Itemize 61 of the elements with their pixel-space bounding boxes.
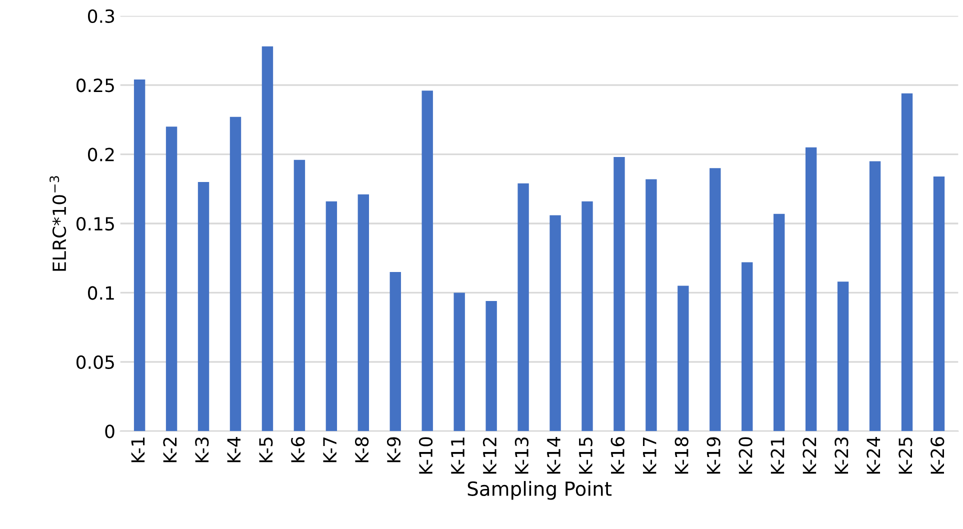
x-tick-label: K-18 <box>674 437 688 474</box>
bar <box>134 80 146 432</box>
bar <box>774 214 785 432</box>
bar <box>198 182 210 432</box>
y-tick-label: 0.1 <box>88 286 114 300</box>
x-tick-label: K-7 <box>323 438 336 462</box>
y-tick-label: 0.3 <box>88 9 114 23</box>
bar <box>710 168 721 432</box>
bar <box>614 157 625 432</box>
x-tick-label: K-5 <box>259 438 273 462</box>
x-tick-label: K-11 <box>451 438 464 474</box>
x-tick-label: K-21 <box>770 438 784 474</box>
x-tick-label: K-4 <box>227 437 240 462</box>
bar <box>901 93 913 432</box>
bar <box>646 179 657 432</box>
bar <box>518 183 529 432</box>
bar <box>166 126 178 432</box>
y-tick-label: 0.2 <box>88 148 114 162</box>
x-tick-label: K-6 <box>291 437 305 462</box>
y-axis-title: ELRC*10$^{−3}$ <box>50 176 66 271</box>
y-tick-label: 0.05 <box>76 355 114 370</box>
x-tick-label: K-3 <box>195 437 209 462</box>
x-tick-label: K-9 <box>386 437 401 462</box>
x-tick-label: K-14 <box>547 437 560 474</box>
bar <box>678 286 689 432</box>
x-tick-label: K-13 <box>514 437 529 474</box>
x-tick-label: K-20 <box>738 437 752 474</box>
bar <box>230 116 242 432</box>
bar <box>390 272 401 432</box>
bar <box>742 262 753 432</box>
x-tick-label: K-1 <box>131 438 145 462</box>
bar <box>294 160 306 432</box>
bar <box>262 46 274 432</box>
x-tick-label: K-25 <box>898 438 912 474</box>
x-tick-label: K-23 <box>834 437 848 474</box>
y-tick-label: 0 <box>105 424 114 438</box>
x-tick-label: K-24 <box>866 437 880 474</box>
x-tick-label: K-19 <box>706 437 720 474</box>
bar <box>358 194 369 432</box>
bar <box>933 176 945 432</box>
bar <box>550 215 561 432</box>
x-tick-label: K-12 <box>482 438 496 474</box>
x-tick-label: K-16 <box>610 437 624 474</box>
x-tick-label: K-26 <box>930 437 944 474</box>
x-tick-label: K-8 <box>354 437 369 462</box>
x-tick-label: K-10 <box>418 437 433 474</box>
x-tick-label: K-15 <box>579 438 592 474</box>
bar <box>422 90 433 432</box>
bar <box>869 161 881 432</box>
y-tick-label: 0.15 <box>76 216 114 231</box>
x-tick-label: K-17 <box>643 438 656 474</box>
x-tick-label: K-22 <box>802 438 816 474</box>
bar <box>486 301 497 432</box>
bar <box>582 201 593 432</box>
x-tick-label: K-2 <box>163 438 177 462</box>
bar <box>454 292 465 432</box>
bar <box>837 282 849 432</box>
y-tick-label: 0.25 <box>76 78 114 92</box>
bar <box>326 201 338 432</box>
x-axis-title: Sampling Point <box>468 480 612 500</box>
bar <box>805 147 817 432</box>
